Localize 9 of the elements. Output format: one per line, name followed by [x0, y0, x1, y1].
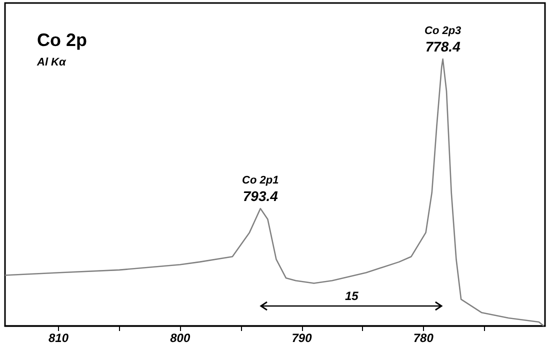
annotation: Co 2p3 778.4 [424, 25, 462, 55]
x-tick-label: 780 [413, 331, 434, 345]
annotation: Co 2p1 793.4 [242, 174, 279, 204]
chart-title: Co 2p [37, 30, 88, 50]
chart-subtitle: Al Kα [36, 56, 67, 68]
x-tick-label: 810 [48, 331, 69, 345]
x-tick-label: 800 [170, 331, 190, 345]
annotation: 15 [344, 289, 359, 303]
x-tick-label: 790 [292, 331, 312, 345]
